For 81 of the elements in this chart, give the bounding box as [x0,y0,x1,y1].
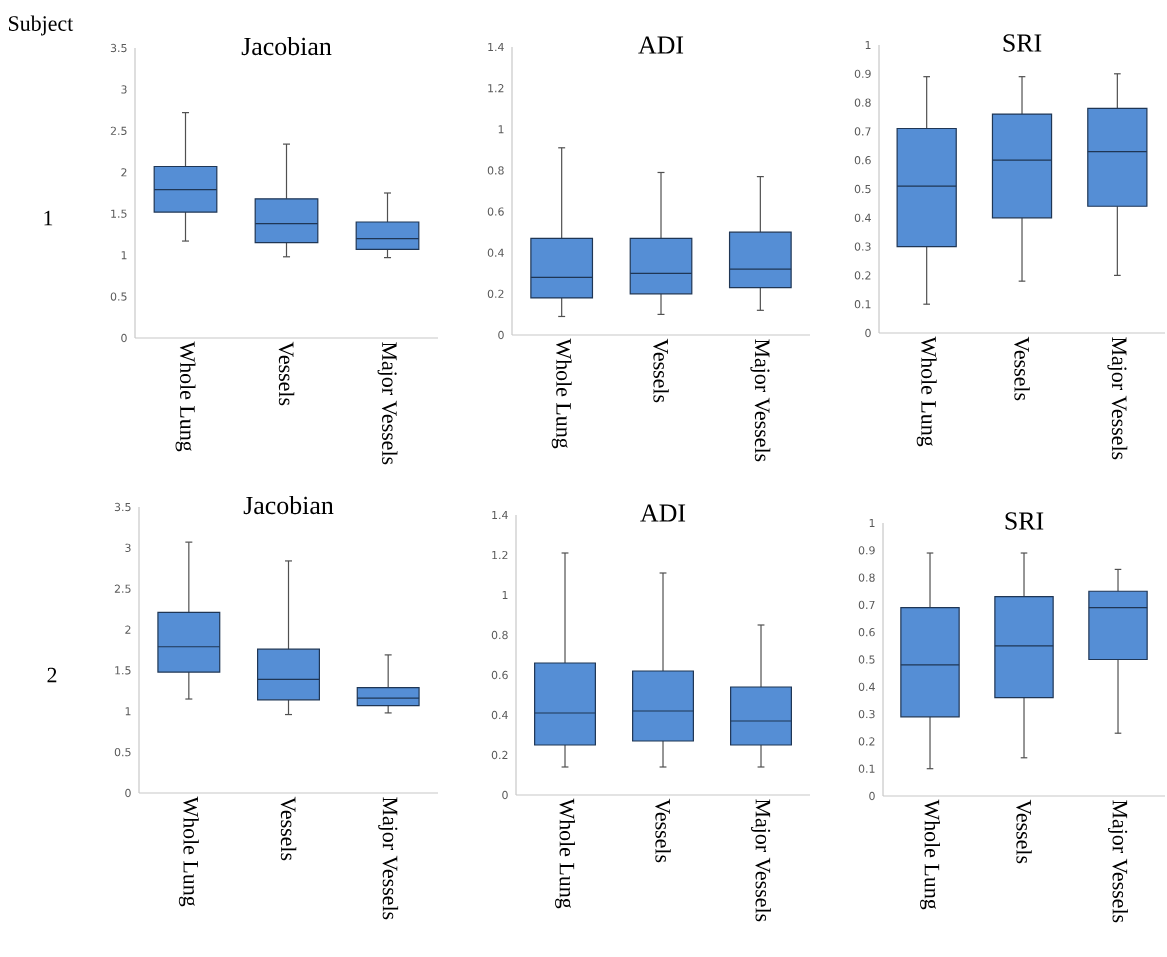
x-tick-label: Whole Lung [920,799,940,910]
x-tick-label: Whole Lung [551,338,572,449]
y-tick-label: 0 [125,788,131,798]
y-tick-label: 3 [125,543,131,552]
y-tick-label: 0.4 [487,248,504,257]
x-tick-label: Whole Lung [555,798,575,909]
y-tick-label: 1 [869,519,875,527]
y-tick-label: 1.4 [488,43,504,51]
y-tick-label: 0.6 [487,207,504,216]
y-tick-label: 0.6 [854,156,871,165]
y-tick-label: 0.2 [491,750,508,760]
x-tick-label: Whole Lung [178,796,199,907]
y-tick-label: 0.4 [491,710,508,720]
x-tick-label: Major Vessels [750,339,771,462]
y-tick-label: 1.5 [115,666,131,675]
y-tick-label: 1 [502,591,508,599]
x-tick-label: Vessels [1014,336,1030,401]
x-tick-label: Major Vessels [751,799,771,922]
y-tick-label: 0.5 [110,292,127,301]
y-tick-label: 0.9 [858,546,875,555]
y-tick-label: 0.2 [858,737,875,746]
chart-title: SRI [1005,512,1044,530]
y-tick-label: 0.3 [858,709,875,719]
y-tick-label: 0.2 [487,289,504,298]
y-tick-label: 1 [865,41,871,49]
x-tick-label: Whole Lung [175,341,196,452]
x-tick-label: Major Vessels [1107,337,1128,460]
y-tick-label: 0.1 [858,764,875,773]
y-tick-label: 0 [865,328,871,338]
y-tick-label: 0.7 [858,600,875,610]
y-tick-label: 3.5 [114,502,131,512]
y-tick-label: 0.8 [491,630,508,640]
x-tick-label: Vessels [280,796,297,861]
y-tick-label: 2.5 [114,584,131,593]
x-tick-label: Vessels [1016,799,1032,864]
y-tick-label: 0.8 [854,98,871,107]
y-tick-label: 0.8 [858,573,875,582]
y-tick-label: 0.6 [491,670,508,680]
y-tick-label: 0.4 [858,682,875,691]
x-tick-label: Vessels [278,341,295,406]
y-tick-label: 1 [125,707,131,716]
x-tick-label: Vessels [655,798,671,863]
y-tick-label: 0.9 [854,69,871,78]
y-tick-label: 0.3 [854,242,871,251]
y-tick-label: 0.7 [854,127,871,136]
y-tick-label: 0.2 [854,271,871,280]
y-tick-label: 0.8 [487,166,504,175]
y-tick-label: 0.5 [114,748,131,757]
chart-title: SRI [1003,34,1042,52]
y-tick-label: 3.5 [110,43,127,53]
y-tick-label: 1 [121,251,127,260]
y-tick-label: 0.6 [858,628,875,637]
x-tick-label: Whole Lung [916,336,937,447]
text: Subject [8,15,74,36]
chart-title: ADI [640,504,686,522]
y-tick-label: 1 [498,125,504,134]
y-tick-label: 1.5 [111,209,127,218]
y-tick-label: 0.5 [858,655,875,664]
chart-title: Jacobian [243,495,334,515]
y-tick-label: 1.2 [488,84,504,93]
y-tick-label: 0 [869,791,875,801]
text: 2 [47,667,57,683]
y-tick-label: 1.4 [492,511,508,519]
x-tick-label: Major Vessels [377,342,398,465]
y-tick-label: 0.5 [854,184,871,194]
x-tick-label: Vessels [653,338,669,403]
chart-title: ADI [638,36,684,54]
y-tick-label: 0 [502,790,508,800]
y-tick-label: 3 [121,85,127,94]
x-tick-label: Major Vessels [1108,800,1128,923]
y-tick-label: 0 [498,330,504,340]
y-tick-label: 2 [125,625,131,634]
y-tick-label: 0 [121,333,127,343]
chart-title: Jacobian [241,36,332,56]
y-tick-label: 0.1 [854,300,871,309]
y-tick-label: 1.2 [492,550,508,560]
y-tick-label: 0.4 [854,213,871,222]
y-tick-label: 2 [121,168,127,177]
y-tick-label: 2.5 [110,126,127,135]
x-tick-label: Major Vessels [378,797,399,920]
text: 1 [44,210,53,226]
